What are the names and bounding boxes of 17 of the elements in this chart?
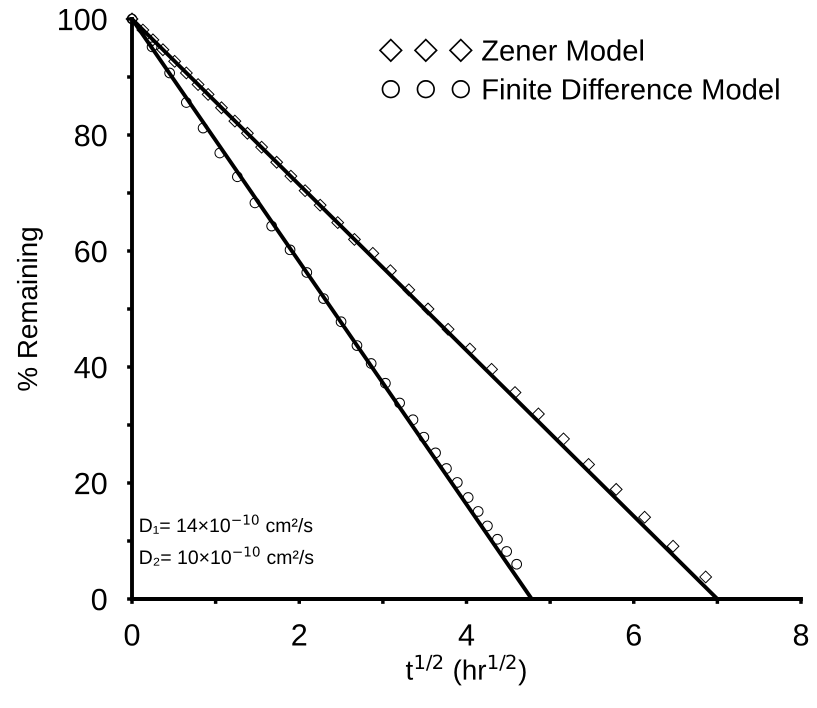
x-tick-label: 4 (458, 624, 474, 646)
annotation: D₁= 14×10$^{−10}$ cm²/s (140, 514, 312, 534)
x-tick-label: 2 (292, 624, 306, 646)
annotation: D₂= 10×10$^{−10}$ cm²/s (140, 546, 314, 566)
y-tick-label: 80 (75, 124, 107, 146)
x-tick-label: 8 (794, 624, 808, 646)
y-tick-label: 100 (59, 8, 107, 30)
y-tick-label: 40 (74, 356, 107, 378)
y-axis-title: % Remaining (16, 228, 43, 391)
legend-label: Finite Difference Model (484, 78, 779, 100)
legend-label: Zener Model (482, 39, 643, 61)
y-tick-label: 20 (75, 472, 107, 494)
y-tick-label: 0 (92, 588, 106, 610)
y-tick-label: 60 (75, 240, 107, 262)
x-tick-label: 6 (626, 624, 641, 646)
x-tick-label: 0 (124, 624, 140, 646)
x-axis-title: t$^{1/2}$ (hr$^{1/2}$) (406, 654, 526, 686)
